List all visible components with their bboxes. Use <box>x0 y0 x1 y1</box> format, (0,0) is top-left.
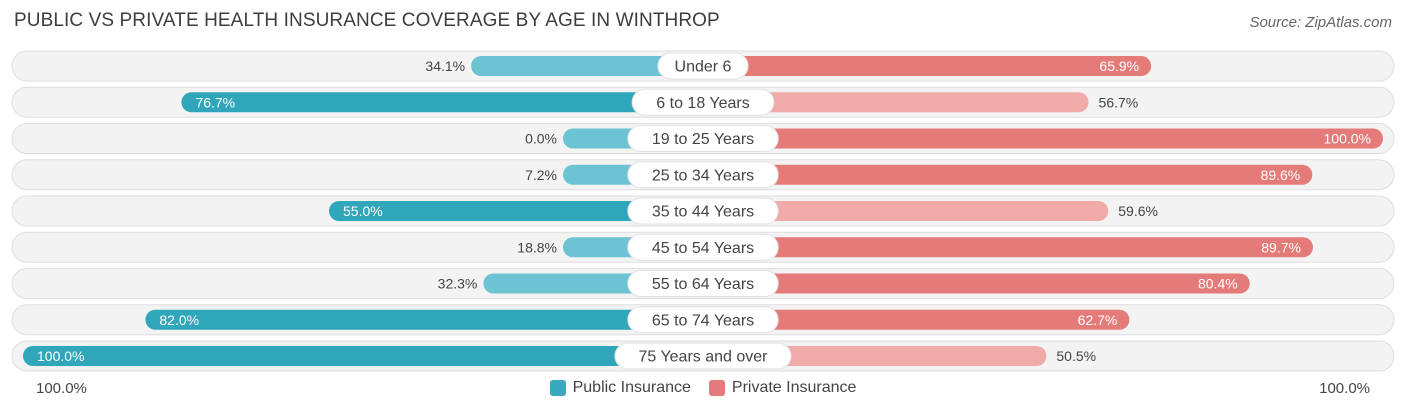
public-bar <box>471 56 703 76</box>
private-value-label: 65.9% <box>1099 58 1139 74</box>
category-label: 75 Years and over <box>639 349 769 366</box>
category-pill <box>627 306 779 334</box>
public-value-label: 76.7% <box>195 94 235 110</box>
private-value-label: 80.4% <box>1198 276 1238 292</box>
axis-right-label: 100.0% <box>1319 380 1370 397</box>
private-value-label: 89.6% <box>1261 167 1301 183</box>
legend-swatch-public <box>549 380 566 396</box>
category-label: 25 to 34 Years <box>652 167 754 184</box>
public-bar <box>329 201 703 221</box>
axis-left-label: 100.0% <box>36 380 87 397</box>
category-label: 45 to 54 Years <box>652 240 754 257</box>
legend-item-private: Private Insurance <box>708 379 857 397</box>
public-value-label: 100.0% <box>37 348 84 364</box>
category-pill <box>614 342 792 370</box>
public-value-label: 7.2% <box>525 167 557 183</box>
private-bar <box>703 309 1130 330</box>
category-pill <box>627 161 779 189</box>
category-label: Under 6 <box>675 59 732 76</box>
chart-svg: 34.1% 65.9% Under 6 76.7% 56.7% 6 to 18 Years… <box>11 50 1395 372</box>
private-bar <box>703 273 1250 294</box>
category-pill <box>631 88 775 116</box>
legend: Public Insurance Private Insurance <box>0 379 1406 397</box>
public-value-label: 34.1% <box>425 58 465 74</box>
private-value-label: 100.0% <box>1324 131 1371 147</box>
private-bar <box>703 201 1109 221</box>
public-value-label: 18.8% <box>517 239 557 255</box>
category-label: 65 to 74 Years <box>652 312 754 329</box>
public-bar <box>145 309 703 330</box>
category-label: 19 to 25 Years <box>652 131 754 148</box>
private-bar <box>703 128 1383 149</box>
legend-swatch-private <box>708 380 725 396</box>
chart-title: PUBLIC VS PRIVATE HEALTH INSURANCE COVER… <box>14 10 720 31</box>
public-value-label: 0.0% <box>525 131 557 147</box>
public-value-label: 55.0% <box>343 203 383 219</box>
category-pill <box>627 125 779 152</box>
private-value-label: 89.7% <box>1261 239 1301 255</box>
legend-item-public: Public Insurance <box>549 379 691 397</box>
category-pill <box>627 270 779 297</box>
legend-label-public: Public Insurance <box>572 379 691 396</box>
category-pill <box>627 197 779 225</box>
source-note: Source: ZipAtlas.com <box>1249 14 1392 31</box>
category-label: 6 to 18 Years <box>656 95 749 112</box>
private-value-label: 62.7% <box>1078 312 1118 328</box>
public-bar <box>23 346 703 366</box>
public-value-label: 32.3% <box>438 276 478 292</box>
private-bar <box>703 92 1089 113</box>
category-pill <box>657 52 749 80</box>
private-value-label: 50.5% <box>1056 348 1096 364</box>
private-bar <box>703 237 1313 258</box>
category-label: 35 to 44 Years <box>652 204 754 221</box>
private-bar <box>703 56 1152 76</box>
private-value-label: 56.7% <box>1099 94 1139 110</box>
private-bar <box>703 164 1313 185</box>
category-pill <box>627 233 779 261</box>
category-label: 55 to 64 Years <box>652 276 754 293</box>
legend-label-private: Private Insurance <box>731 379 857 396</box>
private-value-label: 59.6% <box>1118 203 1158 219</box>
public-value-label: 82.0% <box>159 312 199 328</box>
public-bar <box>181 92 703 113</box>
